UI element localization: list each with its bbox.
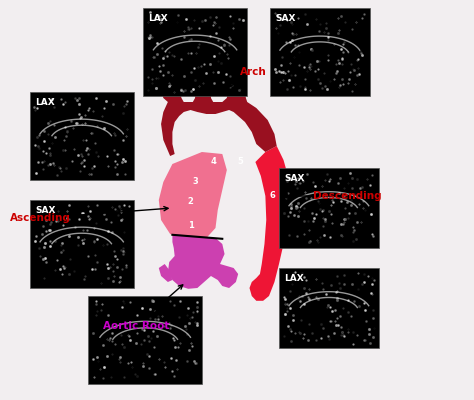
- Text: Aortic Root: Aortic Root: [103, 285, 183, 331]
- Polygon shape: [159, 152, 227, 242]
- FancyBboxPatch shape: [279, 268, 379, 348]
- Text: LAX: LAX: [284, 274, 304, 282]
- Text: LAX: LAX: [35, 98, 55, 107]
- FancyBboxPatch shape: [279, 168, 379, 248]
- Text: Ascending: Ascending: [9, 206, 168, 223]
- Text: SAX: SAX: [275, 14, 296, 22]
- FancyBboxPatch shape: [29, 200, 134, 288]
- Polygon shape: [159, 264, 173, 282]
- Text: 2: 2: [188, 198, 193, 206]
- Text: Descending: Descending: [283, 191, 382, 201]
- FancyBboxPatch shape: [143, 8, 247, 96]
- FancyBboxPatch shape: [270, 8, 370, 96]
- Polygon shape: [249, 146, 290, 301]
- FancyBboxPatch shape: [29, 92, 134, 180]
- Text: 4: 4: [210, 158, 216, 166]
- Text: 3: 3: [192, 178, 198, 186]
- Text: LAX: LAX: [148, 14, 168, 22]
- Text: Arch: Arch: [221, 67, 267, 92]
- Text: 6: 6: [269, 192, 275, 200]
- Polygon shape: [168, 234, 238, 289]
- FancyBboxPatch shape: [89, 296, 202, 384]
- Text: 5: 5: [237, 158, 243, 166]
- Polygon shape: [161, 84, 277, 156]
- Text: SAX: SAX: [284, 174, 305, 182]
- Text: 1: 1: [188, 222, 193, 230]
- Text: SAX: SAX: [35, 206, 55, 214]
